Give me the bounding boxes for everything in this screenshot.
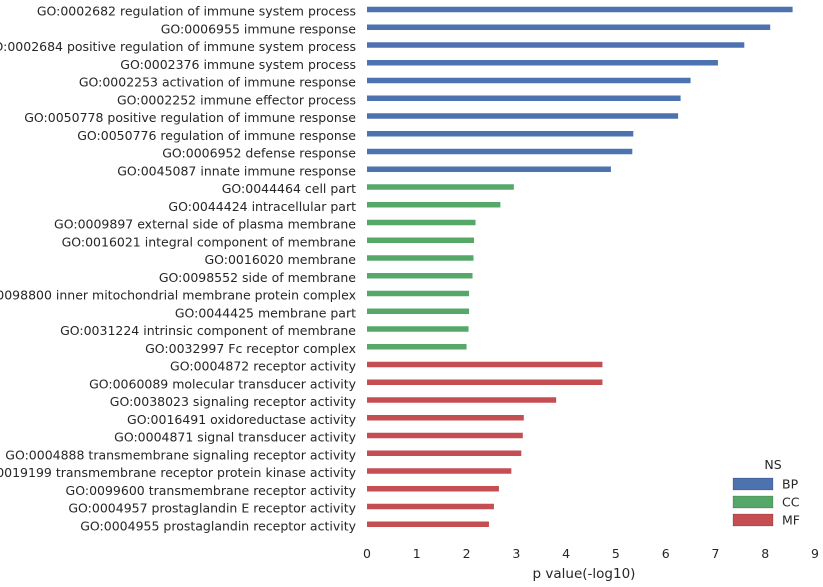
bar-mf [367,432,523,439]
legend-label-cc: CC [782,495,800,510]
bar-cc [367,344,467,350]
category-label: GO:0032997 Fc receptor complex [145,341,356,356]
legend-swatch-mf [732,513,774,527]
bar-cc [367,202,501,208]
bar-bp [367,113,679,119]
bar-bp [367,6,793,13]
category-label: GO:0002376 immune system process [120,57,356,72]
legend-title: NS [764,457,781,472]
x-tick-label: 0 [363,546,371,561]
category-label: GO:0098800 inner mitochondrial membrane … [0,288,356,303]
bar-mf [367,379,603,385]
category-label: GO:0002252 immune effector process [117,92,356,107]
x-tick-label: 9 [811,546,819,561]
bar-mf [367,415,524,421]
category-label: GO:0031224 intrinsic component of membra… [60,323,356,338]
bars-layer [367,6,793,527]
category-label: GO:0004888 transmembrane signaling recep… [5,447,356,462]
bar-cc [367,184,514,190]
legend-swatch-cc [732,495,774,509]
bar-cc [367,290,470,297]
bar-bp [367,95,681,101]
x-tick-label: 5 [612,546,620,561]
bar-bp [367,42,745,48]
x-axis-ticks: 0 1 2 3 4 5 6 7 8 9 [363,546,819,561]
legend-label-mf: MF [782,513,800,528]
bar-bp [367,60,718,66]
bar-bp [367,77,691,84]
bar-cc [367,255,474,261]
x-axis-label: p value(-log10) [533,566,636,582]
category-label: GO:0006955 immune response [161,21,357,36]
bar-mf [367,361,603,368]
x-tick-label: 8 [761,546,769,561]
x-tick-label: 1 [413,546,421,561]
bar-bp [367,131,634,137]
category-label: GO:0098552 side of membrane [159,270,356,285]
bar-mf [367,503,494,510]
x-tick-label: 6 [662,546,670,561]
category-label: GO:0004955 prostaglandin receptor activi… [80,518,356,533]
category-label: GO:0099600 transmembrane receptor activi… [66,483,357,498]
x-tick-label: 3 [512,546,520,561]
category-label: GO:0044424 intracellular part [168,199,356,214]
category-label: GO:0002682 regulation of immune system p… [37,4,356,19]
bar-mf [367,486,499,492]
category-label: GO:0050778 positive regulation of immune… [24,110,356,125]
bar-mf [367,468,512,474]
category-label: GO:0016021 integral component of membran… [62,234,357,249]
legend: NS BP CC MF [732,457,800,528]
bar-cc [367,237,475,243]
category-label: GO:0004957 prostaglandin E receptor acti… [68,501,356,516]
bar-cc [367,219,476,226]
bar-bp [367,148,633,155]
category-label: GO:0019199 transmembrane receptor protei… [0,465,357,480]
x-tick-label: 4 [562,546,570,561]
category-label: GO:0002253 activation of immune response [79,75,356,90]
category-label: GO:0050776 regulation of immune response [77,128,356,143]
x-tick-label: 7 [711,546,719,561]
bar-cc [367,273,473,279]
category-label: GO:0038023 signaling receptor activity [110,394,357,409]
bar-bp [367,24,771,30]
x-tick-label: 2 [463,546,471,561]
category-label: GO:0016020 membrane [204,252,356,267]
category-label: GO:0009897 external side of plasma membr… [54,217,356,232]
category-label: GO:0044464 cell part [222,181,356,196]
category-label: GO:0004871 signal transducer activity [114,430,356,445]
bar-mf [367,397,557,403]
category-label: GO:0060089 molecular transducer activity [89,376,357,391]
category-labels: GO:0002682 regulation of immune system p… [0,4,357,534]
category-label: GO:0016491 oxidoreductase activity [127,412,357,427]
category-label: GO:0006952 defense response [162,146,356,161]
legend-swatch-bp [732,477,774,491]
bar-mf [367,450,522,456]
category-label: GO:0004872 receptor activity [170,359,357,374]
bar-cc [367,326,469,332]
legend-label-bp: BP [782,477,799,492]
category-label: GO:0002684 positive regulation of immune… [0,39,356,54]
bar-cc [367,308,470,314]
category-label: GO:0045087 innate immune response [117,163,356,178]
bar-bp [367,166,611,172]
category-label: GO:0044425 membrane part [175,305,356,320]
bar-mf [367,521,489,527]
